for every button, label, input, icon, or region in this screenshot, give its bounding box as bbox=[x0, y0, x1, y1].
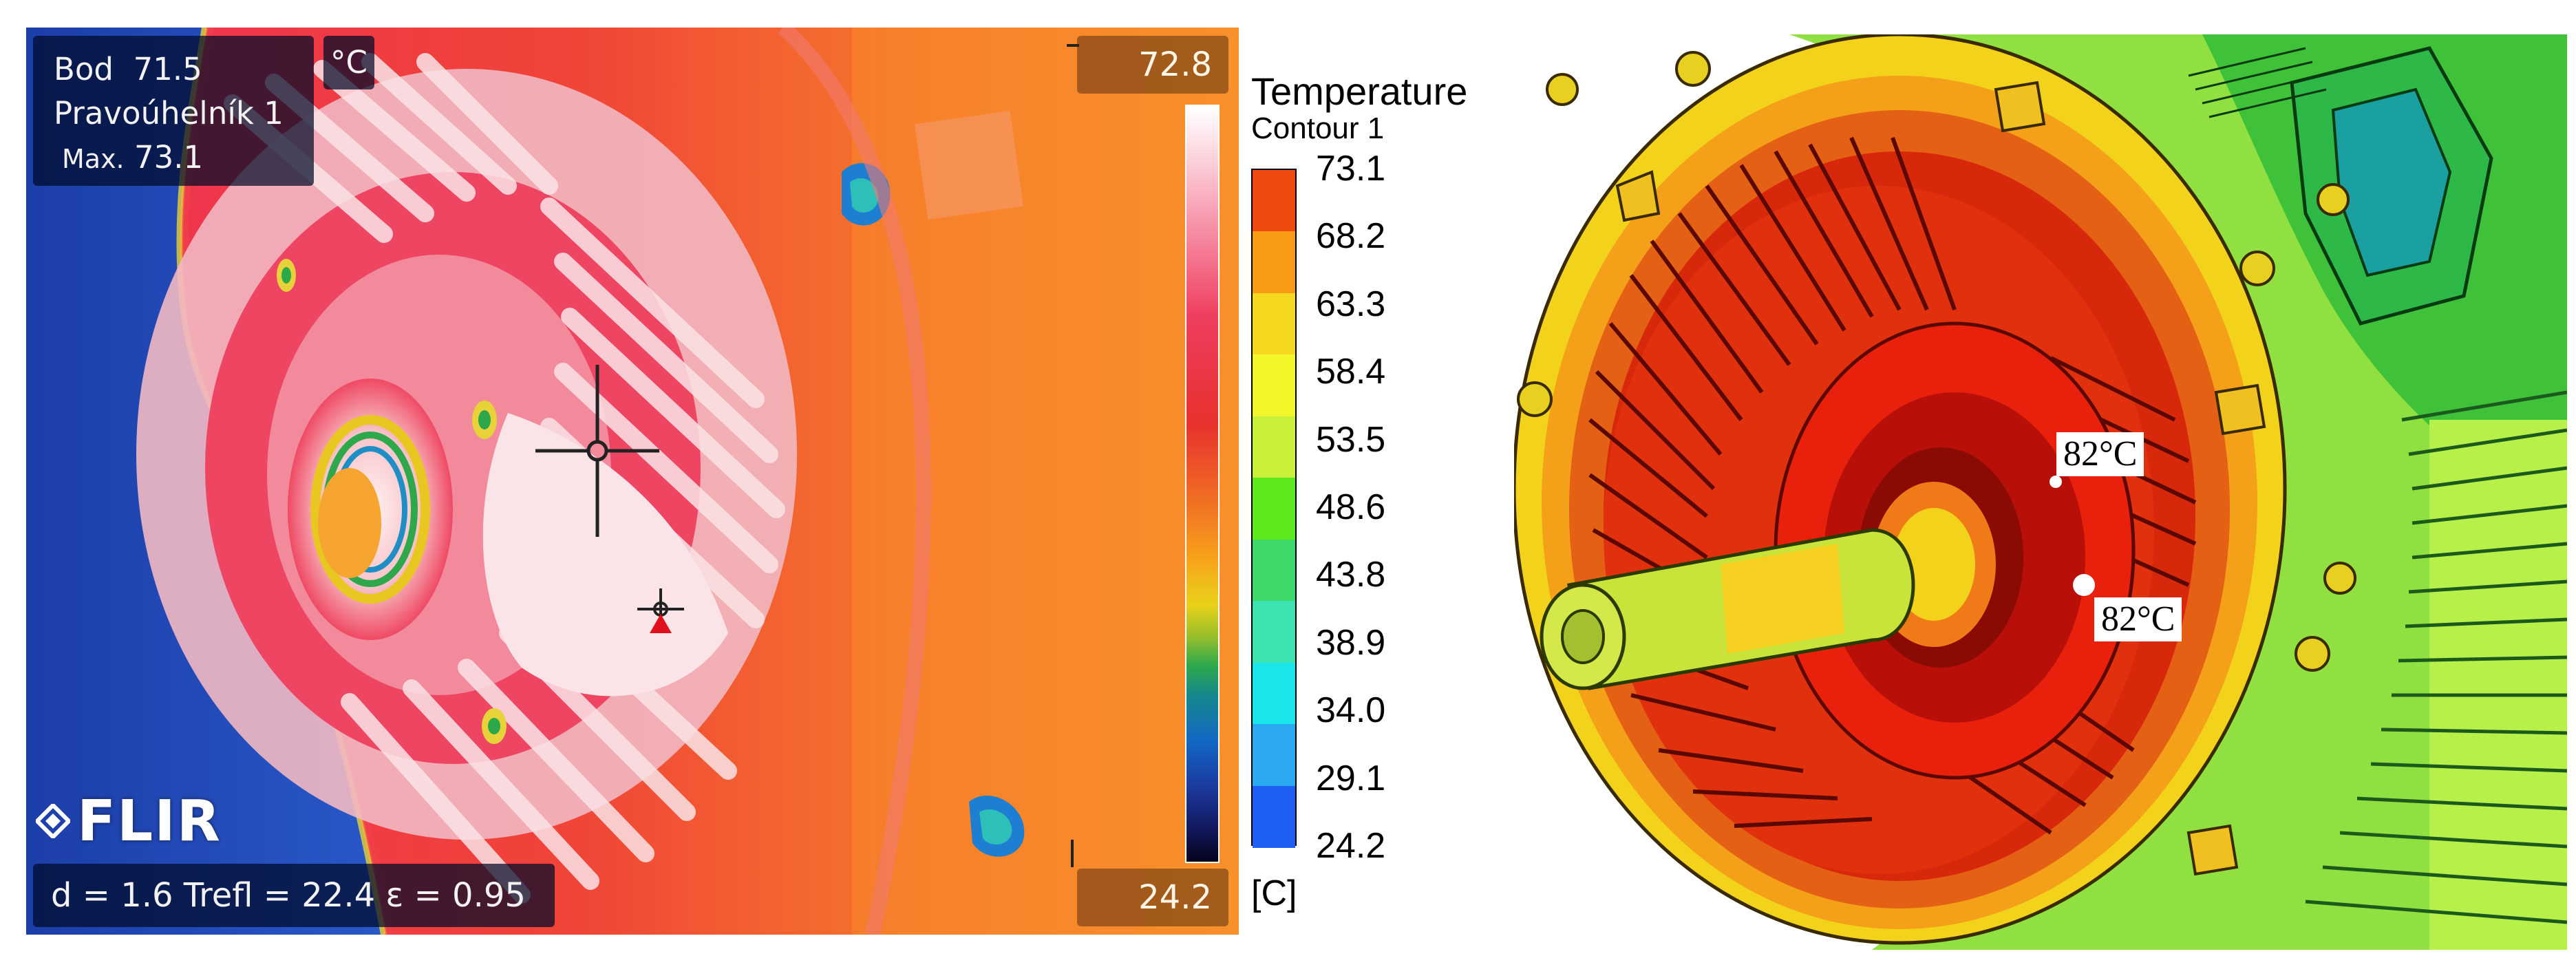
flir-diamond-icon bbox=[36, 804, 70, 838]
legend-tick-label: 24.2 bbox=[1316, 826, 1386, 866]
temperature-annotation-upper: 82°C bbox=[2056, 432, 2144, 476]
scale-min-value: 24.2 bbox=[1077, 869, 1228, 926]
area-label: Pravoúhelník 1 bbox=[54, 95, 284, 131]
max-label: Max. bbox=[62, 144, 125, 174]
spot-label: Bod bbox=[54, 51, 114, 87]
legend-subtitle: Contour 1 bbox=[1251, 111, 1385, 145]
motor-simulation-render bbox=[1514, 34, 2567, 950]
legend-band bbox=[1253, 416, 1295, 478]
spot-value: 71.5 bbox=[133, 51, 202, 87]
thermal-scene bbox=[26, 28, 1239, 935]
legend-title: Temperature bbox=[1251, 70, 1468, 113]
legend-tick-label: 53.5 bbox=[1316, 419, 1386, 460]
legend-band bbox=[1253, 539, 1295, 602]
legend-tick-label: 63.3 bbox=[1316, 284, 1386, 324]
legend-unit: [C] bbox=[1251, 873, 1297, 913]
legend-band bbox=[1253, 231, 1295, 294]
legend-tick-label: 58.4 bbox=[1316, 352, 1386, 392]
flir-logo: FLIR bbox=[36, 788, 222, 854]
legend-color-bar bbox=[1251, 169, 1297, 848]
area-max-reading: Max. 73.1 bbox=[62, 140, 203, 176]
legend-band bbox=[1253, 785, 1295, 848]
camera-color-scale bbox=[1185, 105, 1220, 863]
legend-band bbox=[1253, 724, 1295, 787]
max-value: 73.1 bbox=[134, 139, 204, 176]
temperature-unit: °C bbox=[323, 36, 374, 89]
max-marker bbox=[637, 588, 684, 633]
spot-meter-crosshair bbox=[535, 365, 659, 537]
legend-band bbox=[1253, 170, 1295, 232]
legend-tick-label: 29.1 bbox=[1316, 758, 1386, 798]
camera-parameters: d = 1.6 Trefl = 22.4 ε = 0.95 bbox=[33, 864, 555, 927]
legend-band bbox=[1253, 293, 1295, 355]
legend-band bbox=[1253, 478, 1295, 540]
legend-tick-label: 43.8 bbox=[1316, 555, 1386, 595]
thermal-camera-image bbox=[26, 28, 1239, 935]
legend-tick-label: 73.1 bbox=[1316, 149, 1386, 189]
legend-band bbox=[1253, 601, 1295, 663]
measurement-info-box: Bod 71.5 Pravoúhelník 1 Max. 73.1 bbox=[33, 36, 314, 186]
legend-tick-label: 34.0 bbox=[1316, 690, 1386, 731]
spot-reading: Bod 71.5 bbox=[54, 52, 202, 87]
legend-tick-label: 48.6 bbox=[1316, 487, 1386, 527]
measurement-point-lower bbox=[2073, 574, 2095, 596]
flir-wordmark: FLIR bbox=[77, 788, 222, 854]
scale-max-value: 72.8 bbox=[1077, 36, 1228, 94]
simulation-image bbox=[1514, 34, 2567, 950]
legend-band bbox=[1253, 662, 1295, 725]
measurement-point-upper bbox=[2050, 476, 2062, 488]
legend-tick-label: 68.2 bbox=[1316, 216, 1386, 257]
legend-band bbox=[1253, 354, 1295, 417]
legend-tick-label: 38.9 bbox=[1316, 622, 1386, 663]
temperature-annotation-lower: 82°C bbox=[2094, 597, 2182, 641]
